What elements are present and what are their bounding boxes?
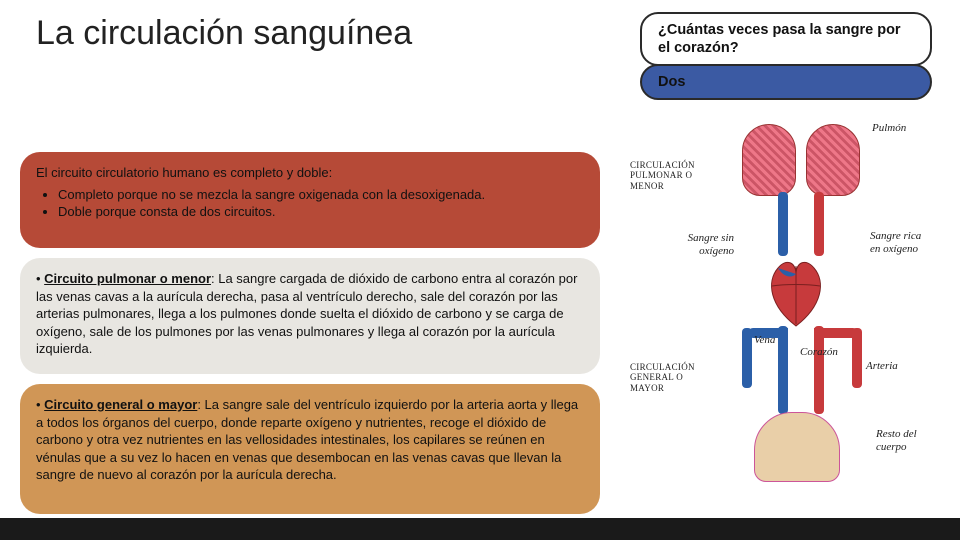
vessel-red — [852, 328, 862, 388]
label-sangre-rica: Sangre rica en oxígeno — [870, 230, 932, 255]
pulmonary-label: Circuito pulmonar o menor — [44, 271, 211, 286]
lung-right-shape — [806, 124, 860, 196]
vena-cava — [778, 326, 788, 414]
label-arteria: Arteria — [866, 360, 898, 373]
aorta — [814, 326, 824, 414]
label-corazon: Corazón — [800, 346, 838, 359]
vessel-red — [814, 192, 824, 256]
label-circ-menor: CIRCULACIÓN PULMONAR O MENOR — [630, 160, 718, 191]
label-pulmon: Pulmón — [872, 122, 906, 135]
answer-box: Dos — [640, 64, 932, 100]
vessel-blue — [742, 328, 752, 388]
body-shape — [754, 412, 840, 482]
intro-item: Completo porque no se mezcla la sangre o… — [58, 186, 584, 204]
general-label: Circuito general o mayor — [44, 397, 197, 412]
intro-item: Doble porque consta de dos circuitos. — [58, 203, 584, 221]
page-title: La circulación sanguínea — [36, 14, 412, 53]
intro-block: El circuito circulatorio humano es compl… — [20, 152, 600, 248]
vessel-blue — [778, 192, 788, 256]
label-resto: Resto del cuerpo — [876, 428, 932, 453]
question-box: ¿Cuántas veces pasa la sangre por el cor… — [640, 12, 932, 66]
intro-lead: El circuito circulatorio humano es compl… — [36, 164, 584, 182]
general-block: • Circuito general o mayor: La sangre sa… — [20, 384, 600, 514]
heart-shape — [764, 254, 828, 328]
pulmonary-block: • Circuito pulmonar o menor: La sangre c… — [20, 258, 600, 374]
circulation-diagram: Pulmón CIRCULACIÓN PULMONAR O MENOR Sang… — [630, 102, 942, 502]
label-vena: Vena — [754, 334, 775, 347]
footer-bar — [0, 518, 960, 540]
label-circ-mayor: CIRCULACIÓN GENERAL O MAYOR — [630, 362, 718, 393]
lung-left-shape — [742, 124, 796, 196]
label-sangre-sin: Sangre sin oxígeno — [674, 232, 734, 257]
